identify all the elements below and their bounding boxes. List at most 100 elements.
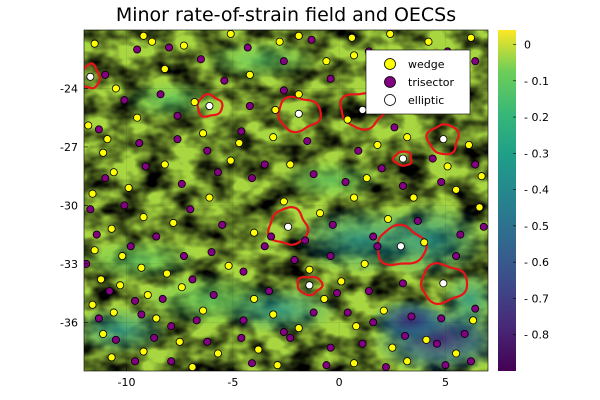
- trisector-point: [150, 333, 159, 342]
- wedge-point: [386, 30, 395, 38]
- trisector-point: [120, 96, 129, 105]
- wedge-point: [199, 129, 208, 138]
- wedge-point: [384, 215, 393, 224]
- wedge-point: [286, 160, 295, 169]
- trisector-point: [173, 135, 182, 144]
- trisector-point: [94, 125, 103, 134]
- trisector-point: [186, 205, 195, 214]
- heatmap-patches: [84, 40, 488, 371]
- x-tick-label: 5: [442, 376, 449, 389]
- wedge-point: [409, 193, 418, 202]
- wedge-point: [269, 133, 278, 142]
- oecs-boundary: [196, 93, 224, 118]
- wedge-point: [116, 281, 125, 290]
- colorbar-gradient: [498, 30, 516, 371]
- y-tick-label: -30: [60, 199, 78, 212]
- wedge-point: [388, 343, 397, 352]
- trisector-point: [203, 337, 212, 346]
- trisector-point: [141, 162, 150, 171]
- trisector-point: [471, 304, 480, 313]
- wedge-point: [271, 105, 280, 114]
- trisector-point: [207, 248, 216, 257]
- trisector-point: [237, 333, 246, 342]
- trisector-point: [126, 242, 135, 251]
- wedge-point: [347, 33, 356, 42]
- wedge-point: [124, 183, 133, 192]
- trisector-point: [326, 343, 335, 352]
- wedge-point: [84, 121, 93, 130]
- wedge-point: [188, 363, 197, 371]
- trisector-point: [279, 86, 288, 95]
- oecs-boundary: [266, 205, 310, 246]
- y-axis-ticks: -24 -27 -30 -33 -36: [60, 82, 88, 329]
- wedge-point: [103, 135, 112, 144]
- wedge-point: [137, 263, 146, 272]
- wedge-point: [162, 269, 171, 278]
- trisector-point: [218, 220, 227, 229]
- oecs-boundary: [277, 95, 322, 134]
- trisector-point: [165, 43, 174, 52]
- trisector-point: [135, 139, 144, 148]
- trisector-point: [245, 101, 254, 110]
- wedge-point: [90, 246, 99, 255]
- trisector-point: [322, 361, 331, 370]
- wedge-point: [235, 139, 244, 148]
- trisector-point: [239, 316, 248, 325]
- trisector-point: [279, 328, 288, 337]
- elliptic-point: [396, 242, 405, 251]
- wedge-point: [350, 51, 359, 60]
- wedge-point: [294, 90, 303, 99]
- legend-marker-wedge: [384, 58, 396, 70]
- x-tick-label: -5: [227, 376, 238, 389]
- wedge-point: [179, 41, 188, 50]
- colorbar-tick-label: - 0.2: [524, 111, 549, 124]
- wedge-point: [477, 172, 486, 181]
- wedge-point: [99, 329, 108, 338]
- trisector-point: [260, 242, 269, 251]
- trisector-point: [179, 252, 188, 261]
- wedge-point: [213, 349, 222, 358]
- wedge-point: [139, 347, 148, 356]
- trisector-point: [358, 339, 367, 348]
- wedge-point: [118, 252, 127, 261]
- plot-frame: [83, 29, 489, 372]
- wedge-point: [224, 261, 233, 270]
- trisector-point: [131, 357, 140, 366]
- scatter-points: [84, 30, 488, 371]
- trisector-point: [239, 267, 248, 276]
- trisector-point: [309, 308, 318, 317]
- wedge-point: [424, 37, 433, 46]
- trisector-point: [105, 287, 114, 296]
- wedge-point: [109, 168, 118, 177]
- wedge-point: [88, 300, 97, 309]
- wedge-point: [107, 224, 116, 233]
- x-axis-ticks: -10 -5 0 5: [118, 367, 449, 389]
- trisector-point: [437, 314, 446, 323]
- trisector-point: [328, 220, 337, 229]
- wedge-point: [190, 98, 199, 107]
- wedge-point: [316, 209, 325, 218]
- trisector-point: [86, 205, 95, 214]
- trisector-point: [247, 359, 256, 368]
- wedge-point: [350, 359, 359, 368]
- wedge-point: [350, 193, 359, 202]
- trisector-point: [398, 181, 407, 190]
- wedge-point: [143, 291, 152, 300]
- elliptic-point: [205, 101, 214, 110]
- wedge-point: [452, 349, 461, 358]
- oecs-boundary: [419, 262, 469, 306]
- trisector-point: [203, 146, 212, 155]
- wedge-point: [199, 306, 208, 315]
- trisector-point: [243, 43, 252, 52]
- x-tick-label: -10: [118, 376, 136, 389]
- elliptic-point: [439, 279, 448, 288]
- chart-title: Minor rate-of-strain field and OECSs: [116, 4, 456, 26]
- trisector-point: [407, 312, 416, 321]
- legend-box: [365, 49, 471, 115]
- wedge-point: [420, 238, 429, 247]
- trisector-point: [369, 318, 378, 327]
- trisector-point: [247, 174, 256, 183]
- wedge-point: [403, 133, 412, 142]
- trisector-point: [133, 45, 142, 54]
